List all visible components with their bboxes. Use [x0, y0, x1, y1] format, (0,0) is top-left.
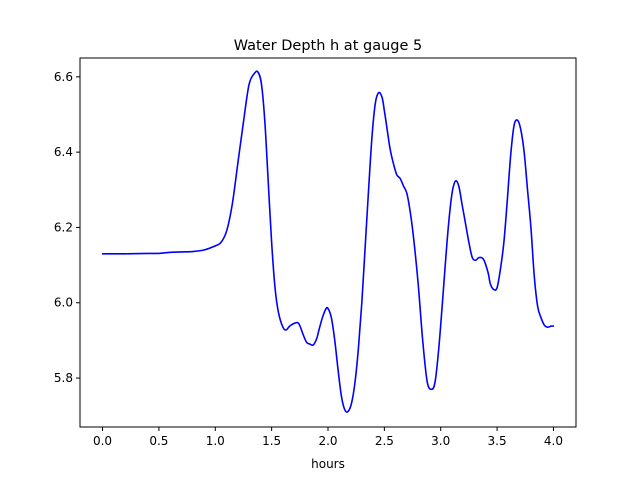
series-layer: [101, 70, 555, 413]
y-tick-label: 6.6: [54, 70, 73, 84]
y-tick-label: 6.4: [54, 145, 73, 159]
plot-area: [80, 58, 576, 427]
x-tick-label: 2.5: [375, 434, 394, 448]
x-tick-label: 0.5: [149, 434, 168, 448]
x-tick-label: 0.0: [93, 434, 112, 448]
x-axis-label: hours: [311, 457, 345, 471]
y-axis-ticks: 5.8 6.0 6.2 6.4 6.6: [54, 70, 80, 385]
x-tick-label: 1.0: [206, 434, 225, 448]
chart-title: Water Depth h at gauge 5: [234, 38, 422, 54]
x-tick-label: 3.0: [431, 434, 450, 448]
y-tick-label: 6.2: [54, 220, 73, 234]
plot-frame: [79, 57, 577, 428]
x-axis-ticks: 0.0 0.5 1.0 1.5 2.0 2.5 3.0 3.5 4.0: [93, 427, 563, 448]
x-tick-label: 4.0: [544, 434, 563, 448]
x-tick-label: 1.5: [262, 434, 281, 448]
x-tick-label: 2.0: [318, 434, 337, 448]
y-tick-label: 6.0: [54, 296, 73, 310]
y-tick-label: 5.8: [54, 371, 73, 385]
series-line-0: [101, 70, 555, 413]
x-tick-label: 3.5: [488, 434, 507, 448]
